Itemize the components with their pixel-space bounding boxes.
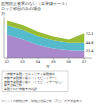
x-tick-label: 04: [36, 60, 41, 64]
end-label: 72.1: [86, 32, 94, 36]
subtitle: ロック部品のみの場合: [1, 6, 41, 11]
end-label: 44.8: [86, 41, 94, 45]
y-axis-label: 万: [1, 11, 5, 16]
plot-area: [7, 20, 84, 58]
x-axis: [4, 58, 92, 59]
area: [7, 20, 84, 42]
annotation: 盗難された自動車の内訳: [4, 87, 37, 91]
x-tick-label: 03: [20, 60, 24, 64]
end-label: 21.4: [86, 49, 95, 53]
annotation-box: [2, 71, 68, 91]
caption: プロットの横軸は年、縦軸は登録台数（万台）の予測値表示: [1, 99, 82, 103]
x-tick-label: 05: [51, 60, 55, 64]
x-tick-label: 07: [82, 60, 86, 64]
x-tick-label: 02: [5, 60, 9, 64]
y-axis: [4, 17, 5, 58]
x-tick-label: 06: [67, 60, 71, 64]
chart: 盗難防止装置のない（未登録ケース）ロック部品のみの場合万020304050607…: [0, 0, 105, 105]
x-axis-label: 年: [46, 64, 50, 69]
